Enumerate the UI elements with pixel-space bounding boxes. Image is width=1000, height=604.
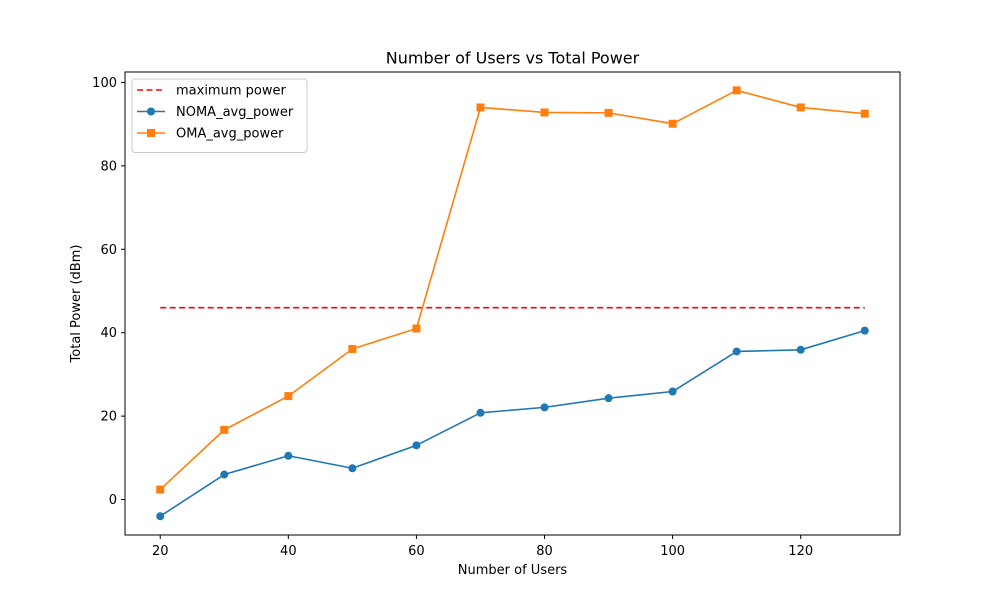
series-line-oma-avg-power (159, 89, 865, 491)
x-tick-label: 60 (408, 544, 425, 559)
data-point-oma-avg-power (732, 86, 741, 95)
data-point-oma-avg-power (540, 108, 549, 117)
x-tick-label: 80 (536, 544, 553, 559)
legend-label-noma-avg-power: NOMA_avg_power (176, 105, 294, 120)
data-point-oma-avg-power (220, 425, 229, 434)
x-axis-label: Number of Users (458, 563, 568, 578)
data-point-noma-avg-power (220, 470, 229, 479)
y-axis-label: Total Power (dBm) (69, 245, 84, 364)
data-point-oma-avg-power (156, 485, 165, 494)
data-point-oma-avg-power (604, 108, 613, 117)
x-tick-label: 20 (152, 544, 169, 559)
data-point-noma-avg-power (796, 345, 805, 354)
legend-label-oma-avg-power: OMA_avg_power (176, 127, 284, 142)
y-tick-label: 0 (109, 493, 117, 508)
legend-box (131, 78, 308, 153)
x-tick-label: 120 (788, 544, 813, 559)
data-point-noma-avg-power (604, 394, 613, 403)
y-tick-label: 40 (100, 326, 117, 341)
data-point-oma-avg-power (284, 392, 293, 401)
legend-marker-oma-avg-power (147, 129, 155, 137)
data-point-oma-avg-power (860, 109, 869, 118)
y-tick-label: 60 (100, 243, 117, 258)
data-point-oma-avg-power (796, 103, 805, 112)
data-point-noma-avg-power (412, 441, 421, 450)
data-point-noma-avg-power (476, 408, 485, 417)
plot-frame (124, 71, 901, 536)
x-tick-label: 100 (660, 544, 685, 559)
x-tick-label: 40 (280, 544, 297, 559)
series-line-noma-avg-power (159, 329, 865, 517)
data-point-noma-avg-power (348, 464, 357, 473)
legend-label-maximum-power: maximum power (176, 84, 286, 99)
data-point-noma-avg-power (284, 451, 293, 460)
legend-marker-noma-avg-power (147, 107, 155, 116)
data-point-oma-avg-power (412, 324, 421, 333)
data-point-noma-avg-power (668, 387, 677, 396)
data-point-oma-avg-power (476, 103, 485, 112)
chart-title: Number of Users vs Total Power (386, 49, 640, 68)
data-point-oma-avg-power (668, 119, 677, 128)
data-point-noma-avg-power (732, 347, 741, 356)
data-point-noma-avg-power (156, 512, 165, 521)
y-tick-label: 80 (100, 159, 117, 174)
data-point-noma-avg-power (860, 326, 869, 335)
y-tick-label: 20 (100, 410, 117, 425)
data-point-oma-avg-power (348, 344, 357, 353)
y-tick-label: 100 (92, 76, 117, 91)
data-point-noma-avg-power (540, 403, 549, 412)
